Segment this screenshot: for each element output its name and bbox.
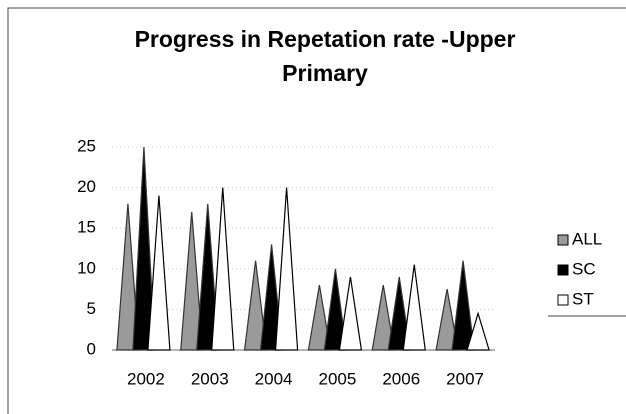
x-tick-label: 2002	[127, 369, 165, 388]
bar	[132, 146, 156, 351]
x-tick-label: 2007	[446, 369, 484, 388]
chart-title: Progress in Repetation rate -Upper Prima…	[134, 26, 516, 86]
bar	[466, 311, 490, 351]
bar	[323, 268, 348, 351]
y-tick-label: 0	[87, 339, 96, 358]
y-tick-label: 20	[77, 177, 96, 196]
y-tick-label: 5	[87, 299, 96, 318]
x-tick-label: 2006	[382, 369, 420, 388]
x-tick-label: 2004	[255, 369, 293, 388]
bar	[307, 284, 332, 351]
legend-swatch	[557, 264, 569, 276]
bar	[180, 211, 204, 351]
bar	[371, 284, 395, 351]
bar	[211, 187, 235, 351]
bar	[196, 203, 220, 351]
bar	[274, 187, 299, 351]
y-tick-label: 10	[77, 258, 96, 277]
x-tick-label: 2003	[191, 369, 229, 388]
y-tick-label: 15	[77, 218, 96, 237]
chart-border	[7, 7, 626, 414]
y-tick-label: 25	[77, 136, 96, 155]
x-tick-label: 2005	[319, 369, 357, 388]
bar	[116, 203, 140, 351]
bar	[402, 264, 426, 351]
legend-label: SC	[572, 259, 596, 278]
bar	[147, 195, 171, 351]
legend-label: ALL	[572, 229, 602, 248]
bar	[243, 260, 268, 351]
legend-swatch	[557, 294, 569, 306]
legend-swatch	[557, 234, 569, 246]
bar	[338, 276, 363, 351]
bar	[435, 288, 459, 351]
bar	[387, 276, 411, 351]
bar	[451, 260, 475, 351]
legend-label: ST	[572, 289, 594, 308]
